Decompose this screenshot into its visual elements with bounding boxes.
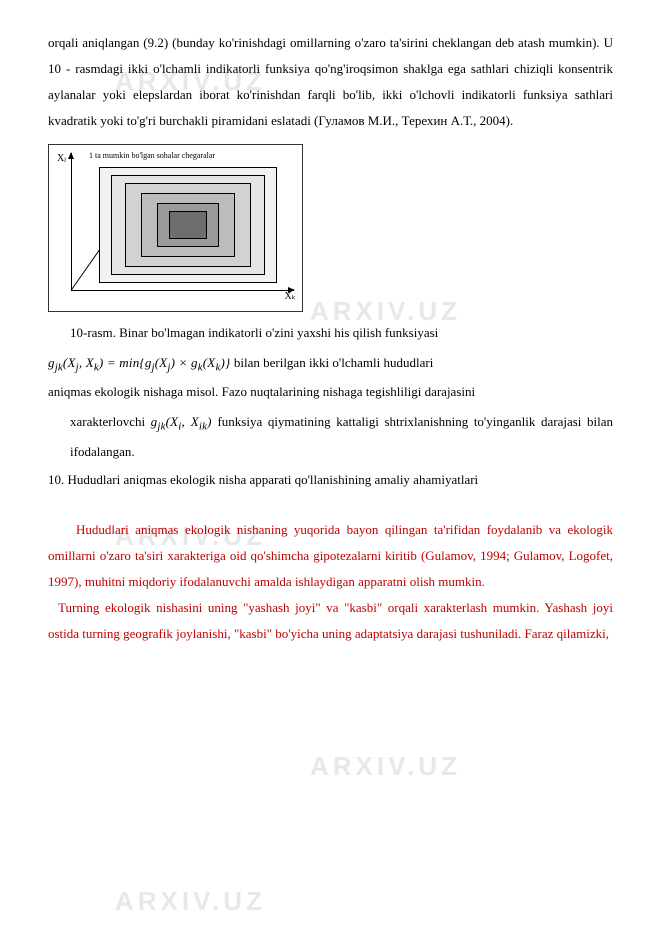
section-heading-10: 10. Hududlari aniqmas ekologik nisha app… (48, 467, 613, 493)
red-paragraphs: Hududlari aniqmas ekologik nishaning yuq… (48, 517, 613, 647)
x-axis-label: Xₖ (285, 287, 296, 307)
watermark: ARXIV.UZ (115, 875, 266, 927)
red-paragraph-1: Hududlari aniqmas ekologik nishaning yuq… (48, 517, 613, 595)
figure-top-label: 1 ta mumkin bo'lgan sohalar chegaralar (89, 151, 215, 161)
paragraph-1: orqali aniqlangan (9.2) (bunday ko'rinis… (48, 30, 613, 134)
page-content: orqali aniqlangan (9.2) (bunday ko'rinis… (48, 30, 613, 647)
formula-2: gjk(Xi, Xik) (151, 414, 218, 429)
figure-nested-rect (169, 211, 207, 239)
formula-1: gjk(Xj, Xk) = min{gj(Xj) × gk(Xk)} (48, 355, 234, 370)
watermark: ARXIV.UZ (310, 740, 461, 792)
figure-10: Xⱼ Xₖ 1 ta mumkin bo'lgan sohalar chegar… (48, 144, 303, 312)
caption-sub-block: xarakterlovchi gjk(Xi, Xik) funksiya qiy… (70, 409, 613, 464)
sub-lead: xarakterlovchi (70, 414, 151, 429)
figure-container: Xⱼ Xₖ 1 ta mumkin bo'lgan sohalar chegar… (48, 144, 613, 312)
y-axis-label: Xⱼ (57, 149, 66, 169)
caption-lead: 10-rasm. Binar bo'lmagan indikatorli o'z… (70, 325, 438, 340)
figure-caption: 10-rasm. Binar bo'lmagan indikatorli o'z… (48, 320, 613, 405)
x-axis (71, 290, 294, 291)
caption-line-2: aniqmas ekologik nishaga misol. Fazo nuq… (48, 379, 613, 405)
y-axis (71, 153, 72, 291)
caption-tail: bilan berilgan ikki o'lchamli hududlari (234, 355, 433, 370)
red-paragraph-2: Turning ekologik nishasini uning "yashas… (48, 595, 613, 647)
